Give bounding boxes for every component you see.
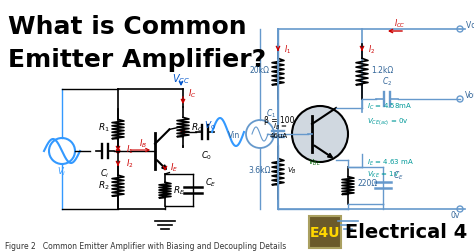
Text: E4U: E4U bbox=[310, 225, 340, 239]
Text: $C_1$: $C_1$ bbox=[266, 108, 276, 120]
Text: $R_2$: $R_2$ bbox=[98, 179, 110, 192]
Text: $I_2$: $I_2$ bbox=[368, 43, 375, 55]
Text: $V_B$: $V_B$ bbox=[287, 165, 297, 175]
Text: $C_E$: $C_E$ bbox=[205, 176, 217, 188]
Circle shape bbox=[116, 149, 120, 154]
Text: $C_E$: $C_E$ bbox=[393, 168, 404, 181]
Text: $I_B$: $I_B$ bbox=[139, 137, 147, 149]
Text: 0v: 0v bbox=[450, 210, 460, 219]
Text: What is Common: What is Common bbox=[8, 15, 246, 39]
Text: Vin: Vin bbox=[228, 130, 240, 139]
Text: $V_{BE}$: $V_{BE}$ bbox=[309, 158, 322, 168]
Text: β = 100: β = 100 bbox=[264, 115, 295, 124]
Text: $V_i$: $V_i$ bbox=[57, 164, 67, 177]
Text: Vout: Vout bbox=[465, 91, 474, 100]
Circle shape bbox=[181, 130, 185, 135]
Text: Electrical 4 U: Electrical 4 U bbox=[345, 223, 474, 241]
Text: $I_C$: $I_C$ bbox=[188, 88, 197, 100]
Text: $V_{KE}$ = 1v: $V_{KE}$ = 1v bbox=[367, 169, 399, 179]
Text: Vcc = 12v: Vcc = 12v bbox=[466, 21, 474, 30]
Text: $I_E$ = 4.63 mA: $I_E$ = 4.63 mA bbox=[367, 158, 414, 168]
Text: $I_1$: $I_1$ bbox=[284, 43, 291, 55]
Text: $R_C$: $R_C$ bbox=[191, 121, 203, 134]
Text: $V_{CE(ac)}$ = 0v: $V_{CE(ac)}$ = 0v bbox=[367, 116, 409, 127]
Text: $R_E$: $R_E$ bbox=[173, 184, 185, 197]
FancyBboxPatch shape bbox=[309, 216, 341, 248]
Text: $R_1$: $R_1$ bbox=[98, 121, 110, 134]
Text: $I_C$ = 4.58mA: $I_C$ = 4.58mA bbox=[367, 102, 412, 112]
Text: 20kΩ: 20kΩ bbox=[250, 66, 270, 75]
Text: Emitter Amplifier?: Emitter Amplifier? bbox=[8, 48, 266, 72]
Text: $V_0$: $V_0$ bbox=[204, 118, 216, 131]
Circle shape bbox=[292, 107, 348, 162]
Text: 3.6kΩ: 3.6kΩ bbox=[249, 165, 271, 174]
Text: $I_1$: $I_1$ bbox=[126, 142, 134, 155]
Text: $V_{CC}$: $V_{CC}$ bbox=[172, 72, 190, 85]
Text: $C_2$: $C_2$ bbox=[382, 75, 392, 87]
Text: $I_E$: $I_E$ bbox=[170, 160, 178, 173]
Text: $C_0$: $C_0$ bbox=[201, 148, 212, 161]
Text: 1.2kΩ: 1.2kΩ bbox=[371, 66, 393, 75]
Text: 220Ω: 220Ω bbox=[358, 178, 378, 187]
Text: $C_i$: $C_i$ bbox=[100, 166, 109, 179]
Text: $I_{CC}$: $I_{CC}$ bbox=[394, 17, 406, 29]
Text: Figure 2   Common Emitter Amplifier with Biasing and Decoupling Details: Figure 2 Common Emitter Amplifier with B… bbox=[5, 241, 286, 250]
Text: $I_2$: $I_2$ bbox=[126, 158, 134, 170]
Text: $I_B$ =
46uA: $I_B$ = 46uA bbox=[270, 121, 288, 138]
